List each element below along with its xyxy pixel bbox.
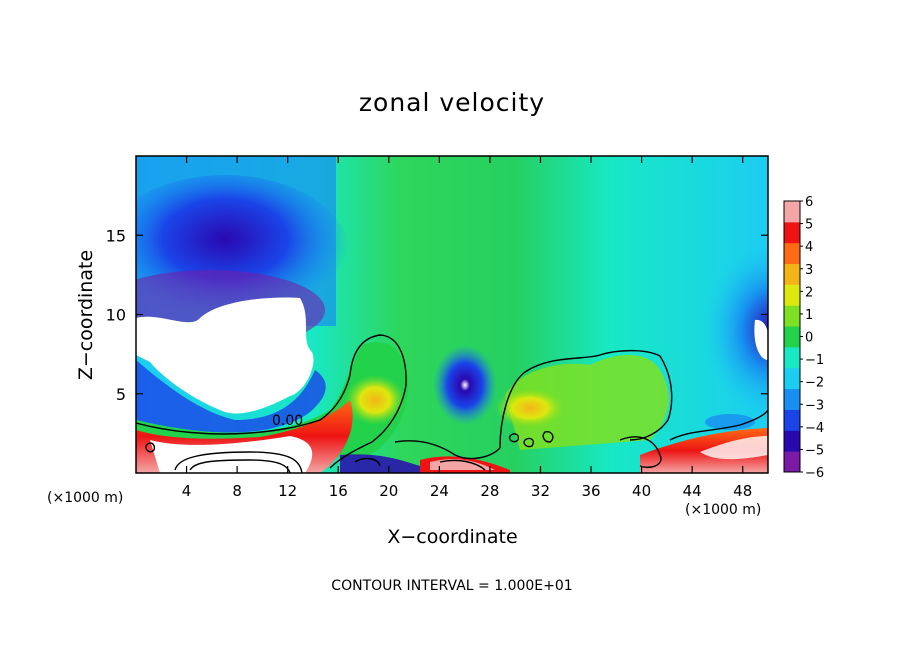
x-axis-label: X−coordinate	[387, 526, 518, 548]
y-axis: 5 10 15	[106, 226, 768, 404]
y-tick-label: 15	[106, 226, 126, 245]
x-tick-label: 12	[278, 482, 297, 500]
y-tick-label: 10	[106, 306, 126, 325]
colorbar-segment	[784, 451, 800, 473]
colorbar-segment	[784, 430, 800, 452]
colorbar-segment	[784, 242, 800, 265]
colorbar-segment	[784, 201, 800, 223]
colorbar-tick-label: −6	[805, 466, 824, 481]
colorbar-segment	[784, 305, 800, 327]
velocity-field	[136, 156, 768, 473]
contour-label: 0.00	[272, 413, 304, 429]
colorbar-segment	[784, 221, 800, 244]
y-tick-label: 5	[116, 385, 126, 404]
x-tick-label: 24	[430, 482, 449, 500]
colorbar-tick-label: 5	[805, 218, 813, 233]
colorbar-segment	[784, 346, 800, 369]
y-axis-label: Z−coordinate	[75, 249, 97, 381]
colorbar-tick-label: −2	[805, 376, 824, 391]
zero-contours	[136, 334, 768, 473]
colorbar-segment	[784, 388, 800, 410]
x-tick-label: 48	[733, 482, 752, 500]
x-tick-label: 36	[581, 482, 600, 500]
x-axis: 4 8 12 16 20 24 28 32 36 40 44 48	[182, 156, 752, 500]
colorbar-tick-label: 3	[805, 263, 813, 278]
colorbar-tick-label: 2	[805, 285, 813, 300]
x-tick-label: 40	[632, 482, 651, 500]
contour-interval-note: CONTOUR INTERVAL = 1.000E+01	[331, 578, 573, 594]
x-tick-label: 8	[232, 482, 242, 500]
colorbar-tick-label: 1	[805, 308, 813, 323]
colorbar-tick-label: 4	[805, 240, 813, 255]
colorbar-tick-label: 6	[805, 195, 813, 210]
chart-title: zonal velocity	[358, 88, 546, 117]
x-tick-label: 20	[379, 482, 398, 500]
colorbar-segment	[784, 263, 800, 285]
x-tick-label: 44	[683, 482, 702, 500]
colorbar-tick-label: −1	[805, 353, 824, 368]
colorbar-segment	[784, 284, 800, 306]
x-tick-label: 16	[329, 482, 348, 500]
x-tick-label: 28	[480, 482, 499, 500]
colorbar-segment	[784, 409, 800, 431]
x-unit-label-right: (×1000 m)	[685, 502, 762, 518]
x-tick-label: 32	[531, 482, 550, 500]
colorbar-tick-label: −3	[805, 398, 824, 413]
colorbar-tick-label: −5	[805, 443, 824, 458]
x-unit-label-left: (×1000 m)	[47, 490, 124, 506]
colorbar-segment	[784, 326, 800, 348]
colorbar-tick-label: 0	[805, 331, 813, 346]
colorbar-tick-label: −4	[805, 421, 824, 436]
colorbar-segment	[784, 367, 800, 390]
colorbar: 6 5 4 3 2 1 0 −1 −2 −3 −4 −5 −6	[783, 195, 824, 481]
x-tick-label: 4	[182, 482, 192, 500]
